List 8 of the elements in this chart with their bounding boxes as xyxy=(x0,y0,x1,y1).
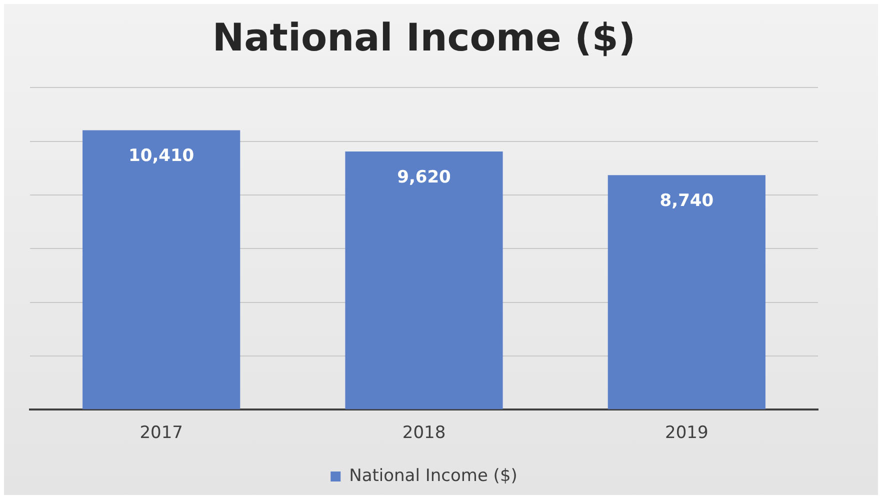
data-label: 10,410 xyxy=(128,146,194,166)
chart-title: National Income ($) xyxy=(212,16,636,60)
x-tick-label: 2018 xyxy=(402,423,446,444)
data-label: 9,620 xyxy=(397,167,452,188)
x-tick-label: 2019 xyxy=(665,423,708,444)
x-tick-label: 2017 xyxy=(140,423,183,444)
data-label: 8,740 xyxy=(660,191,714,211)
legend-label: National Income ($) xyxy=(349,466,518,486)
